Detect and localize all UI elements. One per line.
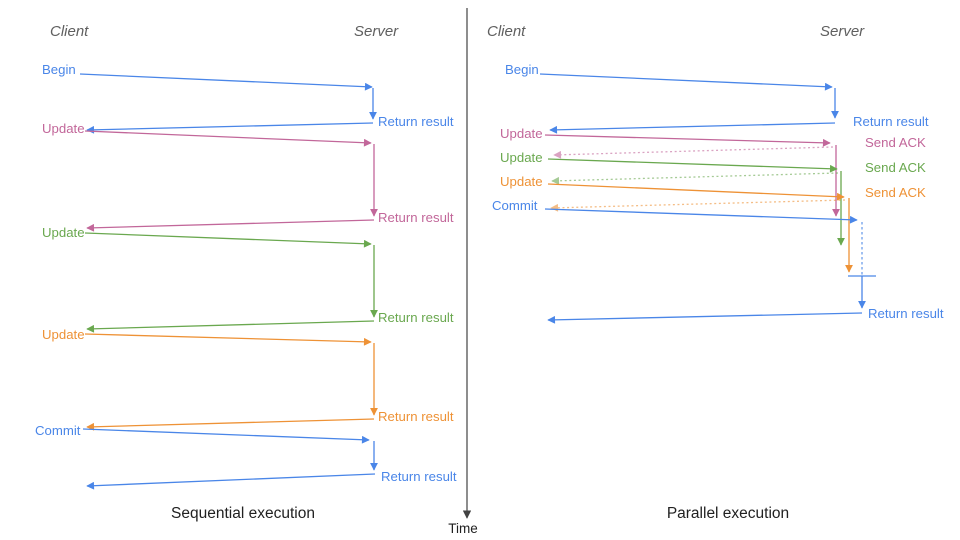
left-update2-response-label: Return result xyxy=(378,310,454,325)
right-update1-request-arrow xyxy=(544,134,831,147)
left-commit-label: Commit xyxy=(35,423,81,438)
left-update2-response-arrow xyxy=(86,320,375,333)
right-update1-ack-label: Send ACK xyxy=(865,135,926,150)
left-begin-response-arrow xyxy=(86,122,374,134)
right-begin-response-arrow xyxy=(549,122,836,134)
left-client-header: Client xyxy=(50,23,89,40)
left-server-header: Server xyxy=(354,23,399,40)
right-update3-label: Update xyxy=(500,174,543,189)
right-begin-label: Begin xyxy=(505,62,539,77)
left-commit-response-arrow xyxy=(86,473,376,490)
left-update3-response-arrow xyxy=(86,418,375,431)
right-caption: Parallel execution xyxy=(667,505,789,522)
left-begin-label: Begin xyxy=(42,62,76,77)
left-commit-request-arrow xyxy=(82,428,370,444)
right-update3-ack-arrow xyxy=(550,199,846,212)
left-update3-request-arrow xyxy=(84,333,372,346)
right-update2-ack-label: Send ACK xyxy=(865,160,926,175)
left-update1-request-arrow xyxy=(84,130,372,147)
left-begin-response-label: Return result xyxy=(378,114,454,129)
left-update2-label: Update xyxy=(42,225,85,240)
left-update1-response-label: Return result xyxy=(378,210,454,225)
left-caption: Sequential execution xyxy=(171,505,315,522)
right-update2-request-arrow xyxy=(547,158,838,173)
right-update1-ack-arrow xyxy=(553,146,834,159)
left-update2-request-arrow xyxy=(84,232,372,248)
left-update3-response-label: Return result xyxy=(378,409,454,424)
right-server-header: Server xyxy=(820,23,865,40)
right-commit-response-label: Return result xyxy=(868,306,944,321)
left-begin-request-arrow xyxy=(79,73,373,91)
left-update1-label: Update xyxy=(42,121,85,136)
right-update2-label: Update xyxy=(500,150,543,165)
right-commit-response-arrow xyxy=(547,312,863,324)
left-update1-response-arrow xyxy=(86,219,375,232)
left-commit-response-label: Return result xyxy=(381,469,457,484)
right-begin-response-label: Return result xyxy=(853,114,929,129)
right-update2-ack-arrow xyxy=(551,172,839,185)
right-update3-request-arrow xyxy=(547,183,845,201)
right-update1-label: Update xyxy=(500,126,543,141)
right-commit-label: Commit xyxy=(492,198,538,213)
right-begin-request-arrow xyxy=(539,73,833,91)
right-client-header: Client xyxy=(487,23,526,40)
time-axis-label: Time xyxy=(448,521,478,536)
left-update3-label: Update xyxy=(42,327,85,342)
right-commit-request-arrow xyxy=(544,208,858,224)
right-update3-ack-label: Send ACK xyxy=(865,185,926,200)
